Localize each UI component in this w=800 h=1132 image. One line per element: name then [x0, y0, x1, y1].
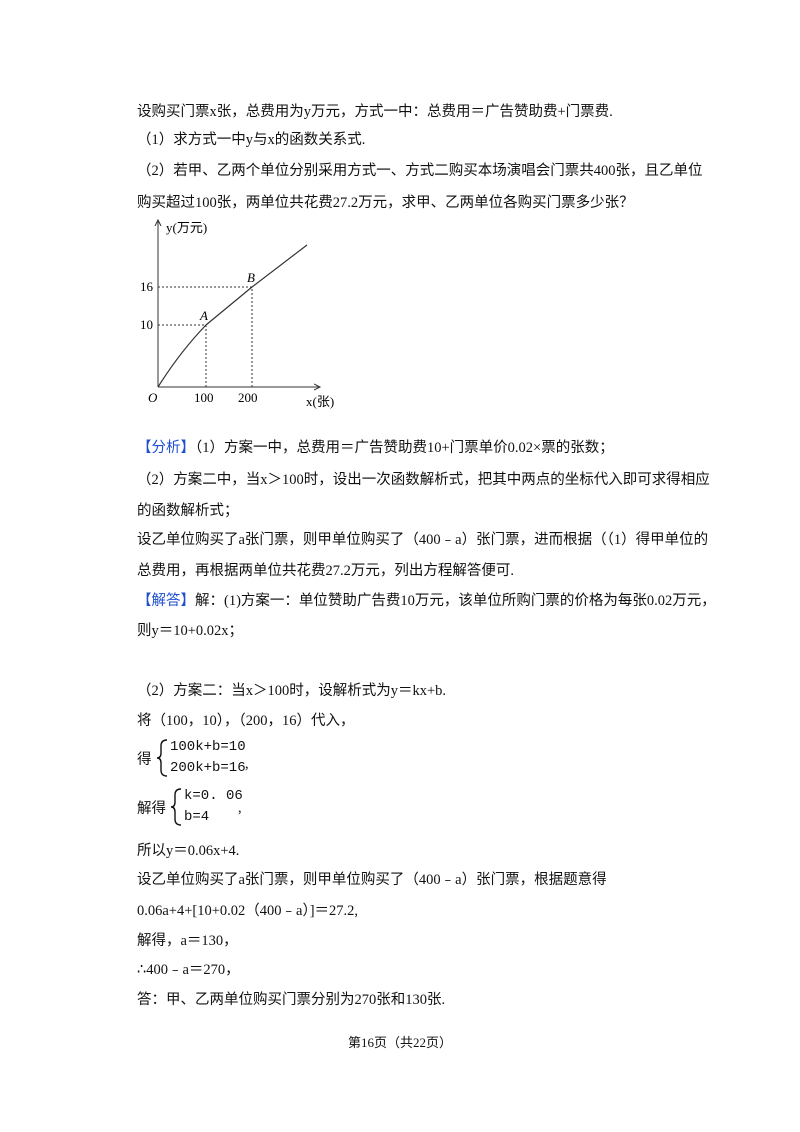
- graph-line: [157, 244, 308, 388]
- text: ,: [238, 800, 242, 816]
- text-line: 设购买门票x张，总费用为y万元，方式一中：总费用＝广告赞助费+门票费.: [137, 104, 613, 120]
- text: 解：(1)方案一：单位赞助广告费10万元，该单位所购门票的价格为每张0.02万元…: [195, 593, 716, 609]
- text-line: 所以y＝0.06x+4.: [137, 843, 240, 859]
- tick-label: 100: [194, 390, 214, 405]
- text-line: ∴400﹣a＝270，: [137, 962, 240, 978]
- text-line: 解得，a＝130，: [137, 933, 238, 949]
- text-line: 则y＝10+0.02x；: [137, 623, 244, 639]
- text-line: 设乙单位购买了a张门票，则甲单位购买了（400﹣a）张门票，进而根据（（1）得甲…: [137, 532, 709, 548]
- point-label: A: [199, 308, 208, 323]
- text-line: 设乙单位购买了a张门票，则甲单位购买了（400﹣a）张门票，根据题意得: [137, 872, 607, 888]
- equation: 200k+b=16: [170, 760, 246, 776]
- text-line: 0.06a+4+[10+0.02（400﹣a）]＝27.2,: [137, 903, 359, 919]
- text: 得: [137, 752, 152, 768]
- text: （1）方案一中，总费用＝广告赞助费10+门票单价0.02×票的张数；: [195, 440, 614, 456]
- point-label: B: [247, 270, 255, 285]
- text-line: 【分析】（1）方案一中，总费用＝广告赞助费10+门票单价0.02×票的张数；: [137, 436, 614, 457]
- x-axis-label: x(张): [306, 394, 334, 409]
- text-line: （2）方案二中，当x＞100时，设出一次函数解析式，把其中两点的坐标代入即可求得…: [137, 472, 710, 488]
- figure: y(万元) 16 10 O 100 200 x(张) A B: [140, 212, 334, 409]
- text-line: 购买超过100张，两单位共花费27.2万元，求甲、乙两单位各购买门票多少张？: [137, 195, 634, 211]
- equation: 100k+b=10: [170, 739, 246, 755]
- text-line: 【解答】解：(1)方案一：单位赞助广告费10万元，该单位所购门票的价格为每张0.…: [137, 589, 716, 610]
- equation: b=4: [184, 809, 210, 825]
- guide-lines: [158, 286, 253, 387]
- brace: [156, 739, 168, 777]
- text-line: （2）方案二：当x＞100时，设解析式为y＝kx+b.: [137, 683, 447, 699]
- text: ,: [245, 756, 249, 772]
- origin-label: O: [148, 390, 158, 405]
- analysis-tag: 【分析】: [137, 440, 195, 456]
- text-line: （2）若甲、乙两个单位分别采用方式一、方式二购买本场演唱会门票共400张，且乙单…: [137, 163, 703, 179]
- text-line: （1）求方式一中y与x的函数关系式.: [137, 132, 366, 148]
- brace: [170, 788, 182, 826]
- y-axis-label: y(万元): [166, 220, 207, 235]
- page-footer: 第16页（共22页）: [347, 1035, 452, 1050]
- solution-tag: 【解答】: [137, 593, 195, 609]
- tick-label: 10: [140, 317, 153, 332]
- text-line: 答：甲、乙两单位购买门票分别为270张和130张.: [137, 992, 446, 1008]
- tick-label: 16: [140, 279, 154, 294]
- text: 解得: [137, 801, 166, 817]
- equation: k=0. 06: [184, 788, 243, 804]
- text-line: 总费用，再根据两单位共花费27.2万元，列出方程解答便可.: [137, 563, 514, 579]
- text-line: 的函数解析式；: [137, 503, 239, 519]
- tick-label: 200: [238, 390, 258, 405]
- text-line: 将（100，10），（200，16）代入，: [137, 713, 355, 729]
